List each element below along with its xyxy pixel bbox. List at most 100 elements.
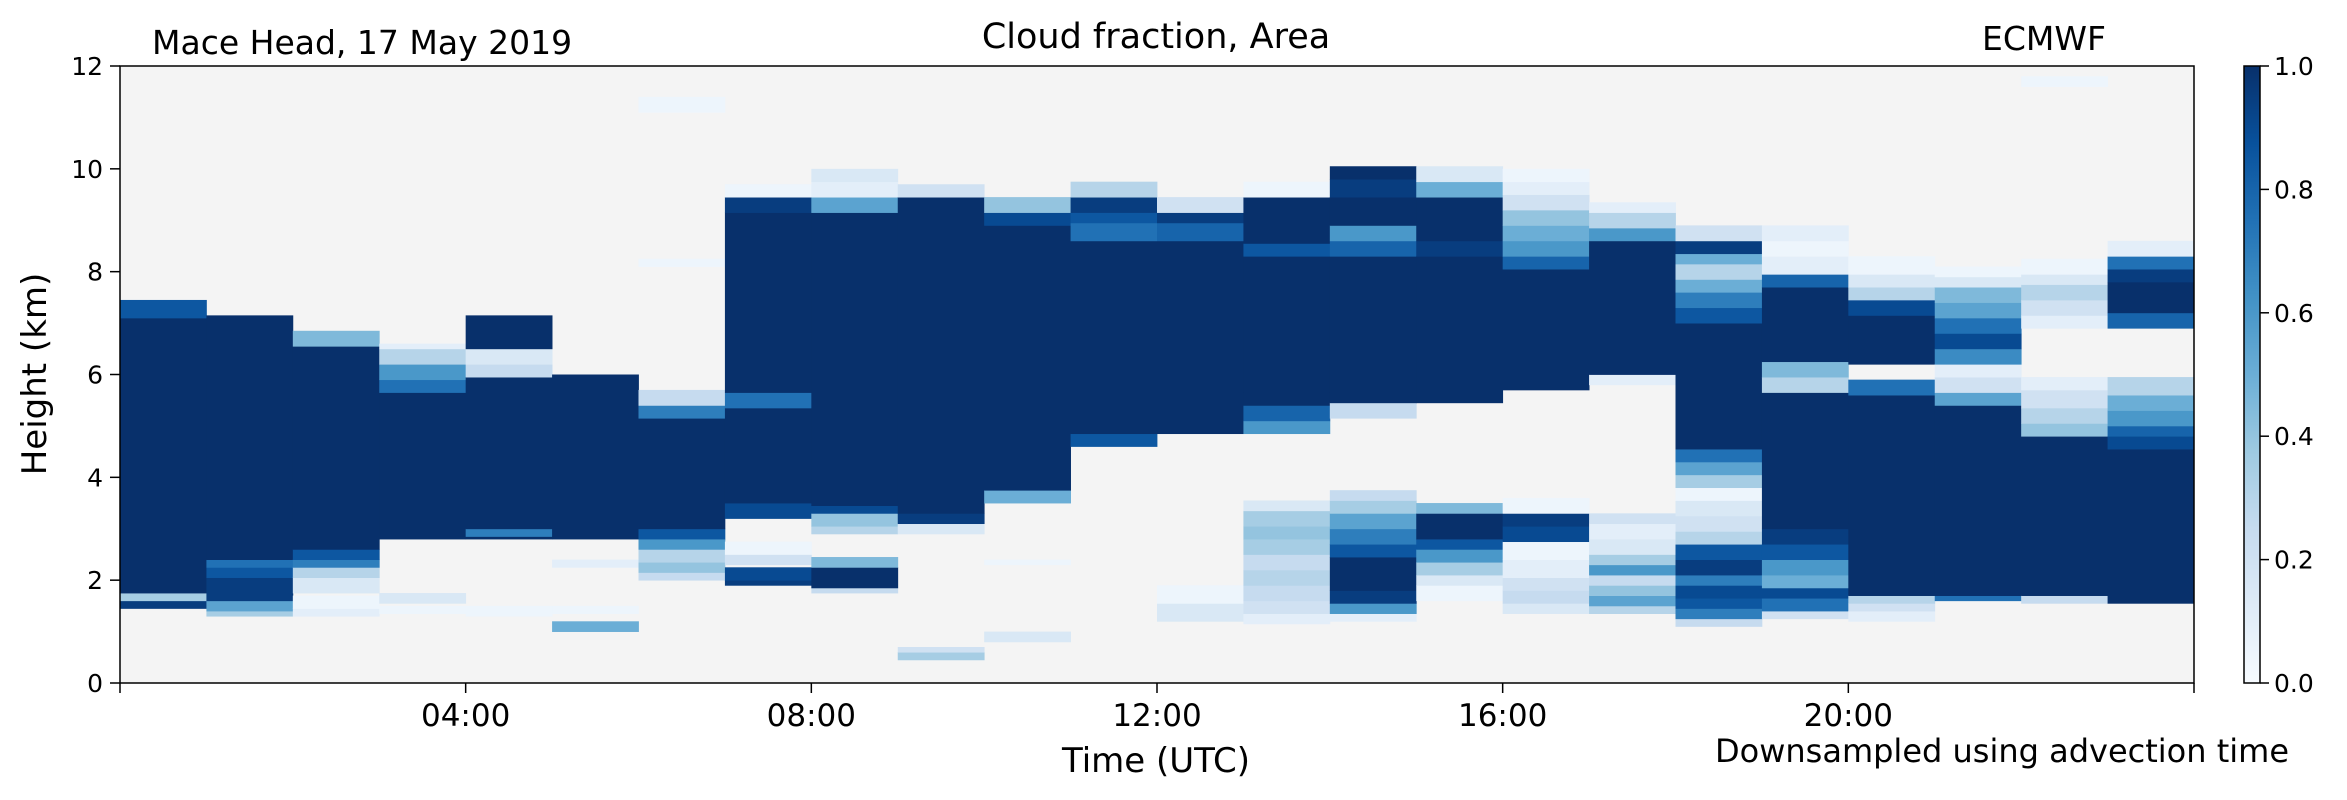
heatmap-cell	[1416, 549, 1504, 563]
heatmap-cell	[724, 580, 812, 586]
heatmap-cell	[811, 567, 899, 589]
heatmap-cell	[1157, 222, 1244, 242]
heatmap-cell	[292, 330, 380, 347]
plot-area	[119, 65, 2195, 684]
heatmap-cell	[1934, 287, 2022, 303]
heatmap-cell	[1848, 395, 1936, 596]
heatmap-cell	[379, 392, 467, 540]
heatmap-cell	[1848, 274, 1936, 288]
heatmap-cell	[811, 168, 899, 183]
heatmap-cell	[1243, 510, 1331, 527]
heatmap-cell	[1502, 168, 1590, 183]
heatmap-cell	[465, 536, 553, 540]
heatmap-cell	[292, 608, 380, 617]
heatmap-cell	[724, 503, 812, 519]
heatmap-cell	[1761, 274, 1849, 288]
heatmap-cell	[1761, 377, 1849, 393]
y-tick-label: 6	[87, 361, 103, 390]
heatmap-cell	[1675, 461, 1763, 476]
heatmap-cell	[292, 577, 380, 594]
heatmap-cell	[1761, 544, 1849, 560]
heatmap-cell	[638, 549, 726, 563]
heatmap-cell	[1416, 513, 1504, 540]
heatmap-cell	[638, 389, 726, 406]
heatmap-cell	[1502, 603, 1590, 614]
heatmap-cell	[292, 346, 380, 550]
heatmap-cell	[120, 317, 207, 594]
heatmap-cell	[1589, 374, 1676, 386]
heatmap-cell	[206, 577, 294, 602]
heatmap-cell	[1070, 222, 1158, 242]
heatmap-cell	[1761, 256, 1849, 275]
heatmap-cell	[1589, 513, 1676, 525]
heatmap-cell	[1329, 603, 1417, 614]
colorbar-tick-label: 0.0	[2274, 669, 2314, 698]
x-tick-label: 04:00	[421, 698, 510, 734]
heatmap-cell	[1675, 598, 1763, 609]
heatmap-cell	[1329, 490, 1417, 501]
heatmap-cell	[1675, 544, 1763, 560]
heatmap-cell	[1329, 256, 1417, 404]
heatmap-cell	[1589, 523, 1676, 540]
heatmap-cell	[638, 405, 726, 419]
heatmap-cell	[897, 652, 985, 661]
heatmap-cell	[1502, 497, 1590, 514]
heatmap-cell	[2107, 312, 2195, 329]
colorbar-tick-label: 0.8	[2274, 175, 2314, 204]
heatmap-cell	[2021, 274, 2108, 285]
heatmap-cell	[724, 212, 812, 393]
heatmap-cell	[2021, 389, 2108, 409]
heatmap-cell	[1070, 240, 1158, 435]
heatmap-cell	[1675, 263, 1763, 280]
chart-title: Cloud fraction, Area	[982, 17, 1330, 57]
heatmap-cell	[724, 197, 812, 213]
heatmap-cell	[2107, 240, 2195, 257]
heatmap-cells	[120, 76, 2195, 661]
heatmap-cell	[1502, 590, 1590, 604]
heatmap-cell	[1243, 539, 1331, 555]
heatmap-cell	[1848, 315, 1936, 365]
heatmap-cell	[2107, 425, 2195, 437]
heatmap-cell	[811, 181, 899, 198]
heatmap-cell	[1502, 269, 1590, 391]
heatmap-cell	[638, 258, 726, 267]
heatmap-cell	[1761, 528, 1849, 545]
heatmap-cell	[1243, 197, 1331, 244]
heatmap-cell	[1416, 503, 1504, 514]
heatmap-cell	[638, 96, 726, 113]
heatmap-cell	[1934, 364, 2022, 378]
heatmap-cell	[1934, 377, 2022, 393]
heatmap-cell	[1934, 302, 2022, 319]
heatmap-cell	[2107, 281, 2195, 314]
heatmap-cell	[1589, 202, 1676, 213]
heatmap-cell	[1070, 181, 1158, 198]
heatmap-cell	[1934, 333, 2022, 350]
heatmap-cell	[206, 611, 294, 617]
heatmap-cell	[379, 379, 467, 393]
heatmap-cell	[1675, 618, 1763, 627]
heatmap-cell	[379, 348, 467, 365]
heatmap-cell	[552, 374, 639, 540]
x-tick-label: 08:00	[767, 698, 856, 734]
heatmap-cell	[811, 212, 899, 507]
heatmap-cell	[1848, 595, 1936, 604]
heatmap-cell	[1243, 181, 1331, 198]
heatmap-cell	[1502, 240, 1590, 257]
colorbar-gradient	[2244, 66, 2260, 683]
heatmap-cell	[1329, 197, 1417, 226]
heatmap-cell	[1675, 307, 1763, 324]
heatmap-cell	[1157, 197, 1244, 213]
heatmap-cell	[1675, 608, 1763, 620]
heatmap-cell	[1675, 240, 1763, 255]
heatmap-cell	[1934, 317, 2022, 334]
heatmap-cell	[465, 348, 553, 365]
colorbar-tick-label: 0.2	[2274, 546, 2314, 575]
heatmap-cell	[552, 559, 639, 568]
heatmap-cell	[1589, 539, 1676, 555]
heatmap-cell	[1761, 598, 1849, 612]
x-tick-label: 12:00	[1112, 698, 1201, 734]
heatmap-cell	[1416, 575, 1504, 586]
heatmap-cell	[897, 523, 985, 535]
heatmap-cell	[1502, 526, 1590, 543]
heatmap-cell	[1416, 181, 1504, 198]
